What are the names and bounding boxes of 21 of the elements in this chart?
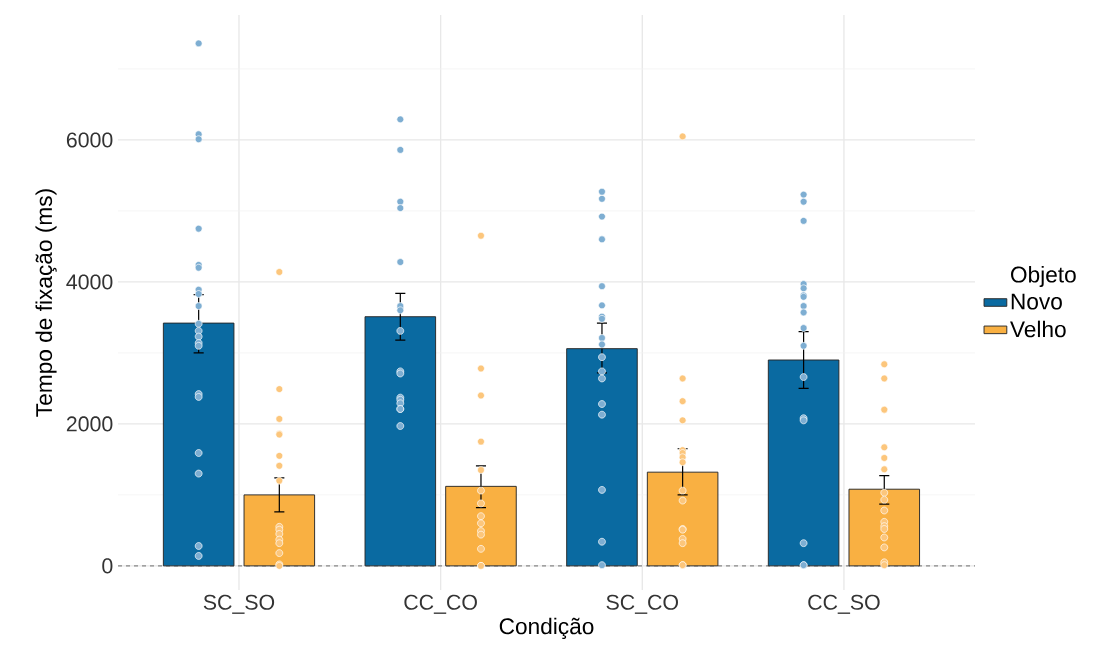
legend-label: Novo — [1011, 293, 1062, 310]
x-axis-title: Condição — [499, 617, 594, 639]
y-tick-label: 2000 — [66, 416, 113, 432]
legend-title: Objeto — [1011, 265, 1076, 288]
y-tick-label: 6000 — [66, 132, 113, 148]
bar — [646, 471, 719, 567]
bar — [445, 485, 517, 567]
y-axis-title: Tempo de fixação (ms) — [35, 189, 57, 417]
x-tick-label: CC_SO — [808, 594, 880, 614]
x-tick-label: SC_SO — [203, 594, 275, 614]
bar — [848, 488, 921, 567]
bar — [566, 348, 638, 567]
y-tick-label: 4000 — [66, 274, 113, 290]
x-tick-label: SC_CO — [606, 594, 679, 614]
bar — [767, 359, 840, 567]
y-tick-label: 0 — [102, 558, 113, 574]
legend-label: Velho — [1010, 320, 1066, 338]
bar — [162, 322, 235, 567]
bar — [243, 494, 316, 567]
bar — [364, 316, 437, 567]
x-tick-label: CC_CO — [404, 594, 477, 614]
